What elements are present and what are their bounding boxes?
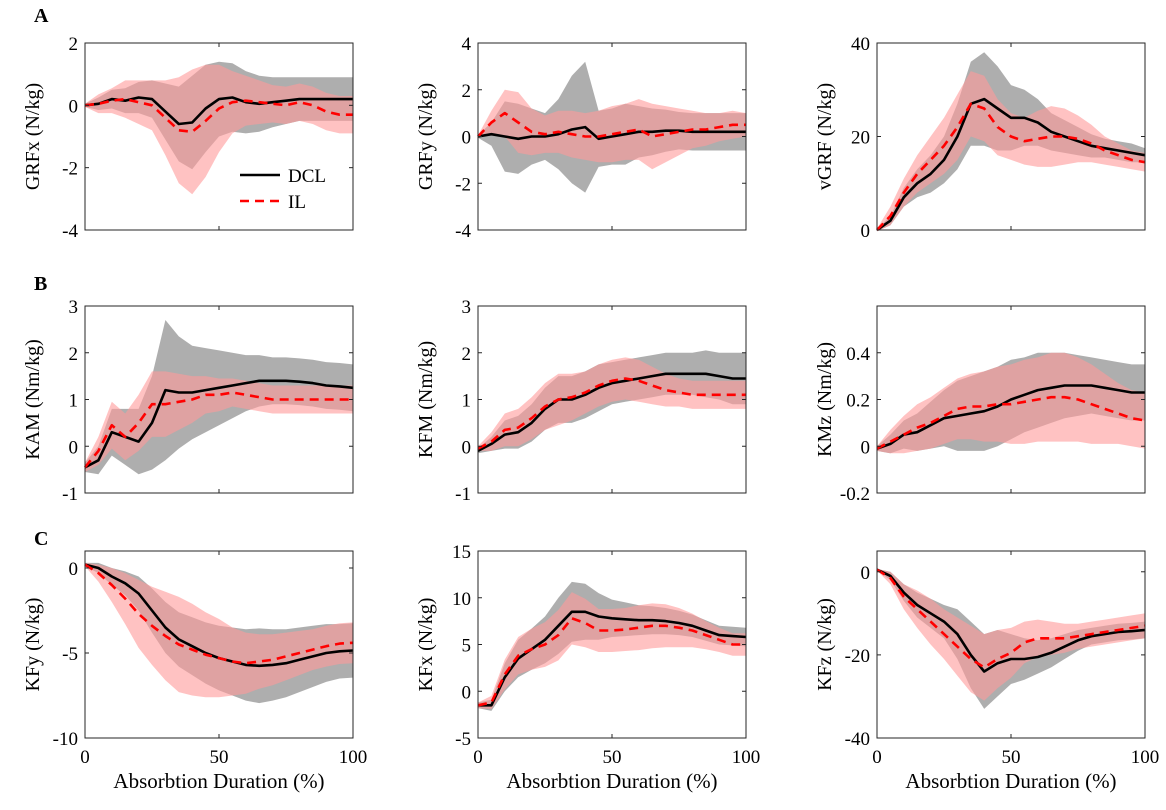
sd-band-il [85, 64, 353, 195]
y-tick-label: 2 [69, 34, 79, 55]
y-tick-label: -0.2 [840, 484, 870, 505]
y-tick-label: -1 [62, 484, 78, 505]
y-tick-label: 1 [462, 391, 472, 412]
y-tick-label: 5 [462, 636, 472, 657]
subplot-4: -1 0 1 2 3 KAM (Nm/kg) [22, 297, 354, 505]
y-tick-label: -2 [455, 174, 471, 195]
subplot-9: -40 -20 0 0 50 100 KFz (N/kg) Absorbtion Durati… [814, 550, 1160, 793]
y-tick-label: 2 [462, 344, 472, 365]
mean-line-il [84, 97, 353, 134]
x-tick-label: 0 [473, 747, 483, 768]
y-tick-label: -5 [62, 644, 78, 665]
x-tick-label: 100 [339, 747, 368, 768]
y-tick-label: 15 [452, 542, 471, 563]
mean-line-dcl [876, 384, 1145, 450]
mean-line-dcl [478, 610, 747, 707]
y-tick-label: 0.2 [846, 391, 870, 412]
x-tick-label: 50 [603, 747, 622, 768]
sd-band-il [85, 371, 353, 472]
y-tick-label: -1 [455, 484, 471, 505]
legend-label-il: IL [288, 192, 306, 213]
y-tick-label: 4 [462, 34, 472, 55]
sd-band-il [877, 71, 1145, 232]
y-tick-label: 0 [861, 221, 871, 242]
y-axis-label: KFy (N/kg) [22, 598, 44, 692]
subplot-3: 0 20 40 vGRF (N/kg) [814, 34, 1146, 242]
mean-line-il [477, 111, 746, 138]
y-tick-label: 0 [462, 128, 472, 149]
mean-line-dcl [84, 379, 354, 469]
y-tick-label: 2 [462, 81, 472, 102]
sd-band-il [877, 568, 1145, 701]
subplot-6: -0.2 0 0.2 0.4 KMz (Nm/kg) [814, 305, 1146, 505]
y-axis-label: KFx (N/kg) [415, 598, 437, 692]
y-axis-label: KAM (Nm/kg) [22, 339, 44, 460]
y-tick-label: 3 [69, 297, 79, 318]
mean-line-dcl [876, 568, 1146, 673]
panel-letter-b: B [34, 273, 47, 295]
y-tick-label: 40 [851, 34, 870, 55]
x-axis-label: Absorbtion Duration (%) [506, 769, 717, 793]
y-tick-label: 0.4 [846, 344, 870, 365]
y-tick-label: 0 [462, 437, 472, 458]
mean-line-il [477, 377, 746, 450]
panel-letter-a: A [34, 5, 49, 27]
y-tick-label: 0 [861, 437, 871, 458]
mean-line-dcl [477, 125, 746, 141]
y-axis-label: GRFx (N/kg) [22, 83, 44, 190]
x-tick-label: 100 [732, 747, 761, 768]
y-tick-label: -20 [845, 646, 870, 667]
mean-line-il [876, 395, 1146, 450]
y-tick-label: -40 [845, 729, 870, 750]
y-tick-label: -4 [455, 221, 471, 242]
legend-label-dcl: DCL [288, 166, 326, 187]
mean-line-il [84, 563, 354, 665]
panel-letter-c: C [34, 528, 48, 550]
mean-line-il [876, 568, 1146, 669]
x-tick-label: 50 [1002, 747, 1021, 768]
y-tick-label: -2 [62, 159, 78, 180]
y-tick-label: 1 [69, 391, 79, 412]
y-tick-label: 0 [69, 437, 79, 458]
y-axis-label: GRFy (N/kg) [415, 83, 437, 190]
y-tick-label: 20 [851, 128, 870, 149]
x-tick-label: 100 [1131, 747, 1160, 768]
x-axis-label: Absorbtion Duration (%) [113, 769, 324, 793]
y-axis-label: vGRF (N/kg) [814, 83, 836, 190]
sd-band-il [478, 592, 746, 709]
x-tick-label: 50 [210, 747, 229, 768]
y-tick-label: -5 [455, 729, 471, 750]
x-axis-label: Absorbtion Duration (%) [905, 769, 1116, 793]
subplot-2: -4 -2 0 2 4 GRFy (N/kg) [415, 34, 747, 242]
y-tick-label: 10 [452, 589, 471, 610]
y-tick-label: 0 [69, 559, 79, 580]
y-tick-label: 0 [462, 682, 472, 703]
sd-band-il [478, 89, 746, 170]
mean-line-dcl [477, 372, 746, 453]
subplot-1: -4 -2 0 2 GRFx (N/kg) DCL IL [22, 34, 354, 242]
y-tick-label: -4 [62, 221, 78, 242]
x-tick-label: 0 [872, 747, 882, 768]
x-tick-label: 0 [80, 747, 90, 768]
subplot-7: -10 -5 0 0 50 100 KFy (N/kg) Absorbtion Duratio… [22, 550, 368, 793]
y-tick-label: 3 [462, 297, 472, 318]
y-tick-label: 0 [69, 96, 79, 117]
y-axis-label: KFz (N/kg) [814, 598, 836, 691]
sd-band-il [478, 357, 746, 451]
y-tick-label: -10 [53, 729, 78, 750]
y-axis-label: KFM (Nm/kg) [415, 341, 437, 458]
y-tick-label: 0 [861, 563, 871, 584]
subplot-5: -1 0 1 2 3 KFM (Nm/kg) [415, 297, 747, 505]
y-tick-label: 2 [69, 344, 79, 365]
legend: DCL IL [240, 166, 326, 213]
y-axis-label: KMz (Nm/kg) [814, 342, 836, 457]
mean-line-il [876, 102, 1146, 231]
